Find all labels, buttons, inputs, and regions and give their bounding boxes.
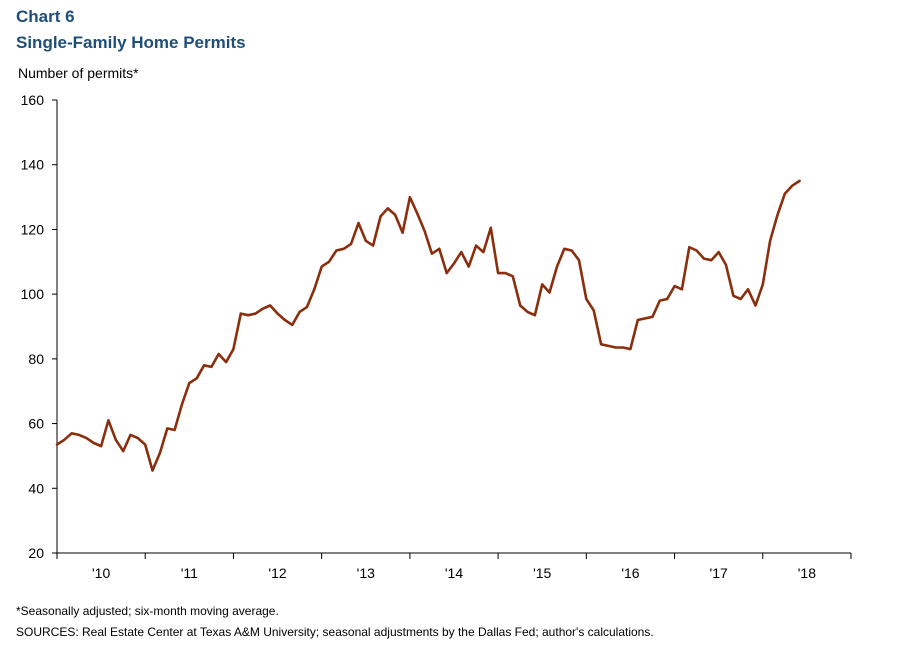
x-tick-label: '16	[621, 565, 639, 581]
chart-title: Single-Family Home Permits	[16, 33, 246, 52]
footnote: *Seasonally adjusted; six-month moving a…	[16, 604, 279, 618]
y-axis-unit-label: Number of permits*	[18, 65, 139, 81]
x-tick-label: '12	[268, 565, 286, 581]
x-tick-label: '13	[357, 565, 375, 581]
y-tick-label: 160	[21, 92, 45, 108]
series-line	[55, 179, 801, 472]
x-tick-label: '18	[798, 565, 816, 581]
x-tick-label: '17	[710, 565, 728, 581]
y-tick-label: 120	[21, 221, 45, 237]
y-tick-label: 40	[28, 480, 44, 496]
y-axis: 20 40 60 80 100 120 140 160	[21, 92, 58, 561]
x-tick-label: '15	[533, 565, 551, 581]
y-tick-label: 80	[28, 351, 44, 367]
y-tick-label: 100	[21, 286, 45, 302]
y-tick-label: 140	[21, 157, 45, 173]
y-tick-label: 20	[28, 545, 44, 561]
x-tick-label: '11	[181, 565, 198, 581]
x-tick-label: '14	[445, 565, 463, 581]
series-group	[55, 179, 801, 472]
x-axis: '10 '11 '12 '13 '14 '15 '16 '17 '18	[56, 552, 852, 581]
y-tick-label: 60	[28, 416, 44, 432]
sources-note: SOURCES: Real Estate Center at Texas A&M…	[16, 625, 654, 639]
chart-number: Chart 6	[16, 7, 75, 26]
x-tick-label: '10	[92, 565, 110, 581]
